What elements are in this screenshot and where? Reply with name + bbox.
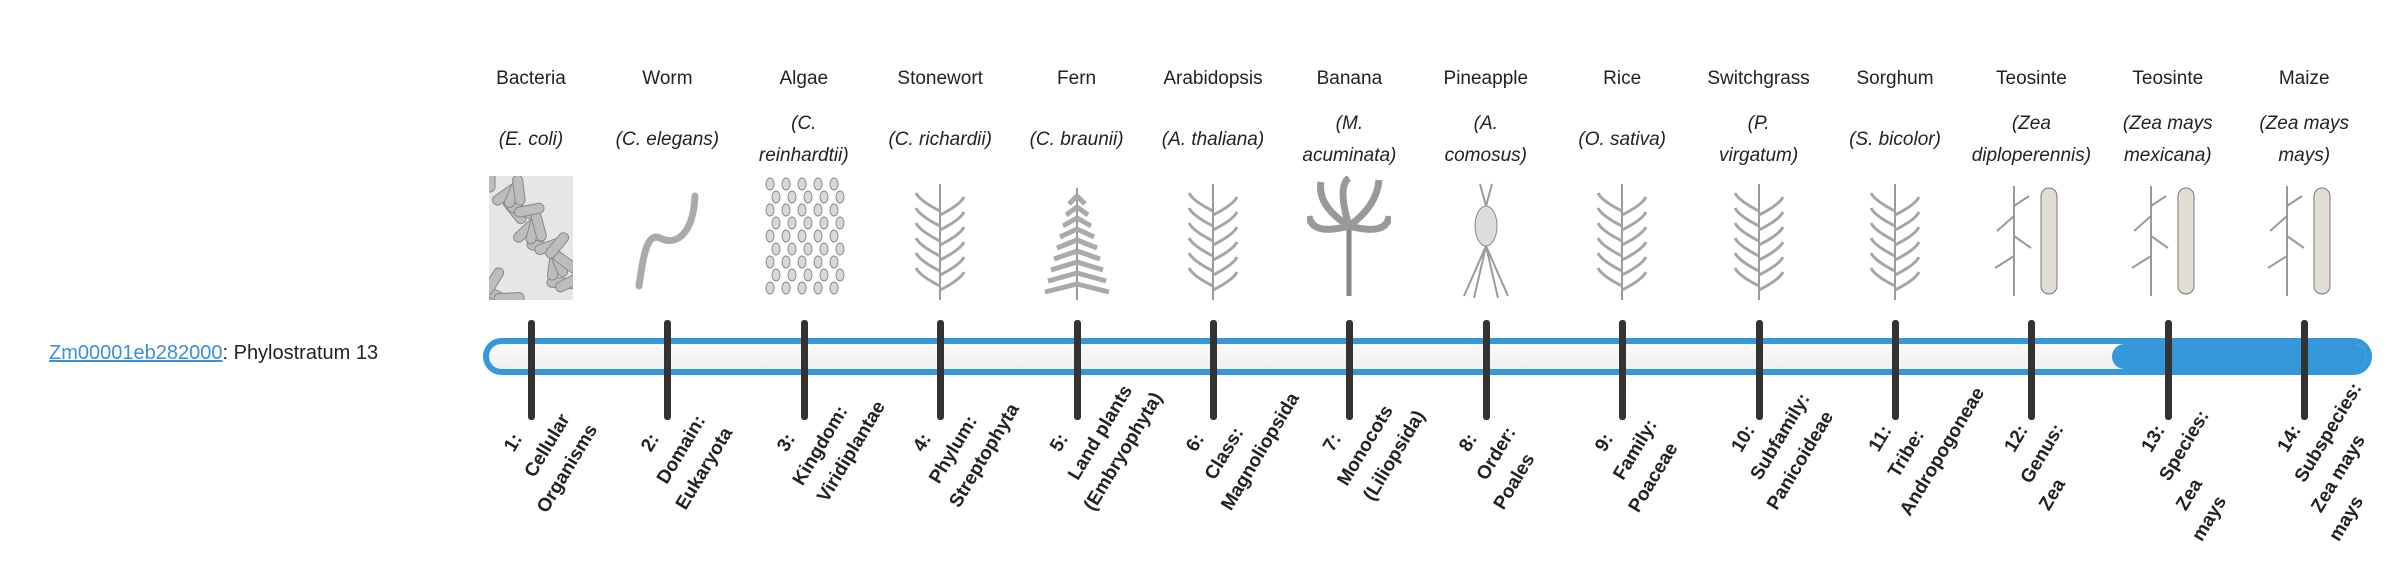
scientific-name-line: diploperennis) [1971,145,2092,166]
organism-scientific-name: (A. thaliana) [1145,108,1281,172]
teosinte-icon [2126,176,2210,300]
stratum-label-line: 7: [1318,430,1346,456]
stratum-label-line: 4: [909,430,937,456]
arabidopsis-icon [1171,176,1255,300]
stratum-label-line: 3: [773,430,800,456]
scientific-name-line: (M. [1335,113,1364,134]
organism-scientific-name: (O. sativa) [1554,108,1690,172]
stratum-tick[interactable] [2164,320,2172,420]
stratum-tick[interactable] [1210,320,1217,420]
gene-label: Zm00001eb282000: Phylostratum 13 [49,342,378,365]
stratum-tick[interactable] [1755,320,1763,420]
scientific-name-line: (S. bicolor) [1849,129,1941,150]
organism-common-name: Stonewort [897,68,983,89]
scientific-name-line: mays) [2278,145,2331,166]
maize-icon [2262,176,2346,300]
organism-common-name: Arabidopsis [1163,68,1263,89]
organism-scientific-name: (E. coli) [463,108,599,172]
stratum-tick[interactable] [2301,320,2309,420]
bacteria-icon [482,161,584,313]
teosinte-icon [1989,176,2073,300]
scientific-name-line: (C. richardii) [888,129,992,150]
pineapple-icon [1444,176,1528,300]
organism-common-name: Teosinte [1996,68,2067,89]
scientific-name-line: (Zea [2011,113,2051,134]
rice-icon [1580,176,1664,300]
gene-link[interactable]: Zm00001eb282000 [49,342,223,364]
scientific-name-line: acuminata) [1302,145,1397,166]
organism-scientific-name: (A. comosus) [1418,108,1554,172]
stratum-tick[interactable] [1619,320,1627,420]
stratum-tick[interactable] [528,320,535,420]
stratum-tick[interactable] [2028,320,2036,420]
banana-icon [1305,175,1393,300]
organism-scientific-name: (Zea diploperennis) [1963,108,2099,172]
stratum-label-line: 12: [2000,421,2033,457]
scientific-name-line: virgatum) [1719,145,1799,166]
stratum-label-line: 8: [1455,430,1482,456]
scientific-name-line: (E. coli) [498,129,564,150]
stonewort-icon [898,176,982,300]
stratum-tick[interactable] [937,320,945,420]
stratum-label-line: 14: [2273,421,2306,457]
organism-scientific-name: (M. acuminata) [1281,108,1417,172]
stratum-tick[interactable] [1482,320,1490,420]
algae-icon [762,176,846,300]
switchgrass-icon [1717,176,1801,300]
organism-scientific-name: (S. bicolor) [1827,108,1963,172]
phylostratum-bar [483,338,2372,375]
organism-scientific-name: (P. virgatum) [1691,108,1827,172]
scientific-name-line: comosus) [1444,145,1527,166]
scientific-name-line: (Zea mays [2259,113,2350,134]
organism-common-name: Banana [1316,68,1383,89]
organism-scientific-name: (Zea mays mays) [2236,108,2372,172]
worm-icon [625,176,709,300]
organism-common-name: Algae [779,68,829,89]
organism-common-name: Switchgrass [1707,68,1810,89]
stratum-tick[interactable] [800,320,808,420]
stratum-label-line: Zea [2035,475,2071,515]
scientific-name-line: (C. braunii) [1029,129,1124,150]
organism-common-name: Maize [2278,68,2330,89]
stratum-tick[interactable] [1892,320,1899,420]
stratum-label-line: 13: [2137,421,2170,457]
scientific-name-line: (Zea mays [2122,113,2213,134]
phylostratum-bar-fill [2111,344,2366,369]
stratum-label-line: 11: [1864,422,1897,456]
organism-scientific-name: (Zea mays mexicana) [2100,108,2236,172]
organism-common-name: Sorghum [1856,68,1934,89]
organism-scientific-name: (C. braunii) [1009,108,1145,172]
stratum-label-line: 2: [636,430,664,456]
scientific-name-line: (O. sativa) [1578,129,1666,150]
scientific-name-line: (A. [1473,113,1498,134]
stratum-label-line: 1: [500,430,528,456]
stratum-tick[interactable] [1346,320,1354,420]
stratum-label-line: 10: [1727,421,1761,457]
organism-common-name: Worm [642,68,693,89]
scientific-name-line: mexicana) [2123,145,2212,166]
stratum-label-line: 6: [1182,430,1210,456]
scientific-name-line: (C. [791,113,817,134]
stratum-tick[interactable] [664,320,672,420]
scientific-name-line: (C. elegans) [615,129,720,150]
scientific-name-line: reinhardtii) [758,145,849,166]
phylostratum-text: : Phylostratum 13 [222,342,379,364]
scientific-name-line: (P. [1747,113,1770,134]
scientific-name-line: (A. thaliana) [1161,129,1265,150]
organism-scientific-name: (C. elegans) [599,108,735,172]
organism-common-name: Pineapple [1443,68,1529,89]
stratum-label-line: 5: [1046,430,1073,456]
stratum-tick[interactable] [1073,320,1081,420]
organism-scientific-name: (C. richardii) [872,108,1008,172]
organism-common-name: Rice [1603,68,1642,89]
organism-common-name: Bacteria [496,68,566,89]
organism-common-name: Teosinte [2132,68,2204,89]
sorghum-icon [1853,176,1937,300]
organism-common-name: Fern [1057,68,1097,89]
stratum-label-line: 9: [1591,430,1619,456]
fern-icon [1035,176,1119,300]
organism-scientific-name: (C. reinhardtii) [736,108,872,172]
stratum-label-line: Species: [2155,406,2214,485]
